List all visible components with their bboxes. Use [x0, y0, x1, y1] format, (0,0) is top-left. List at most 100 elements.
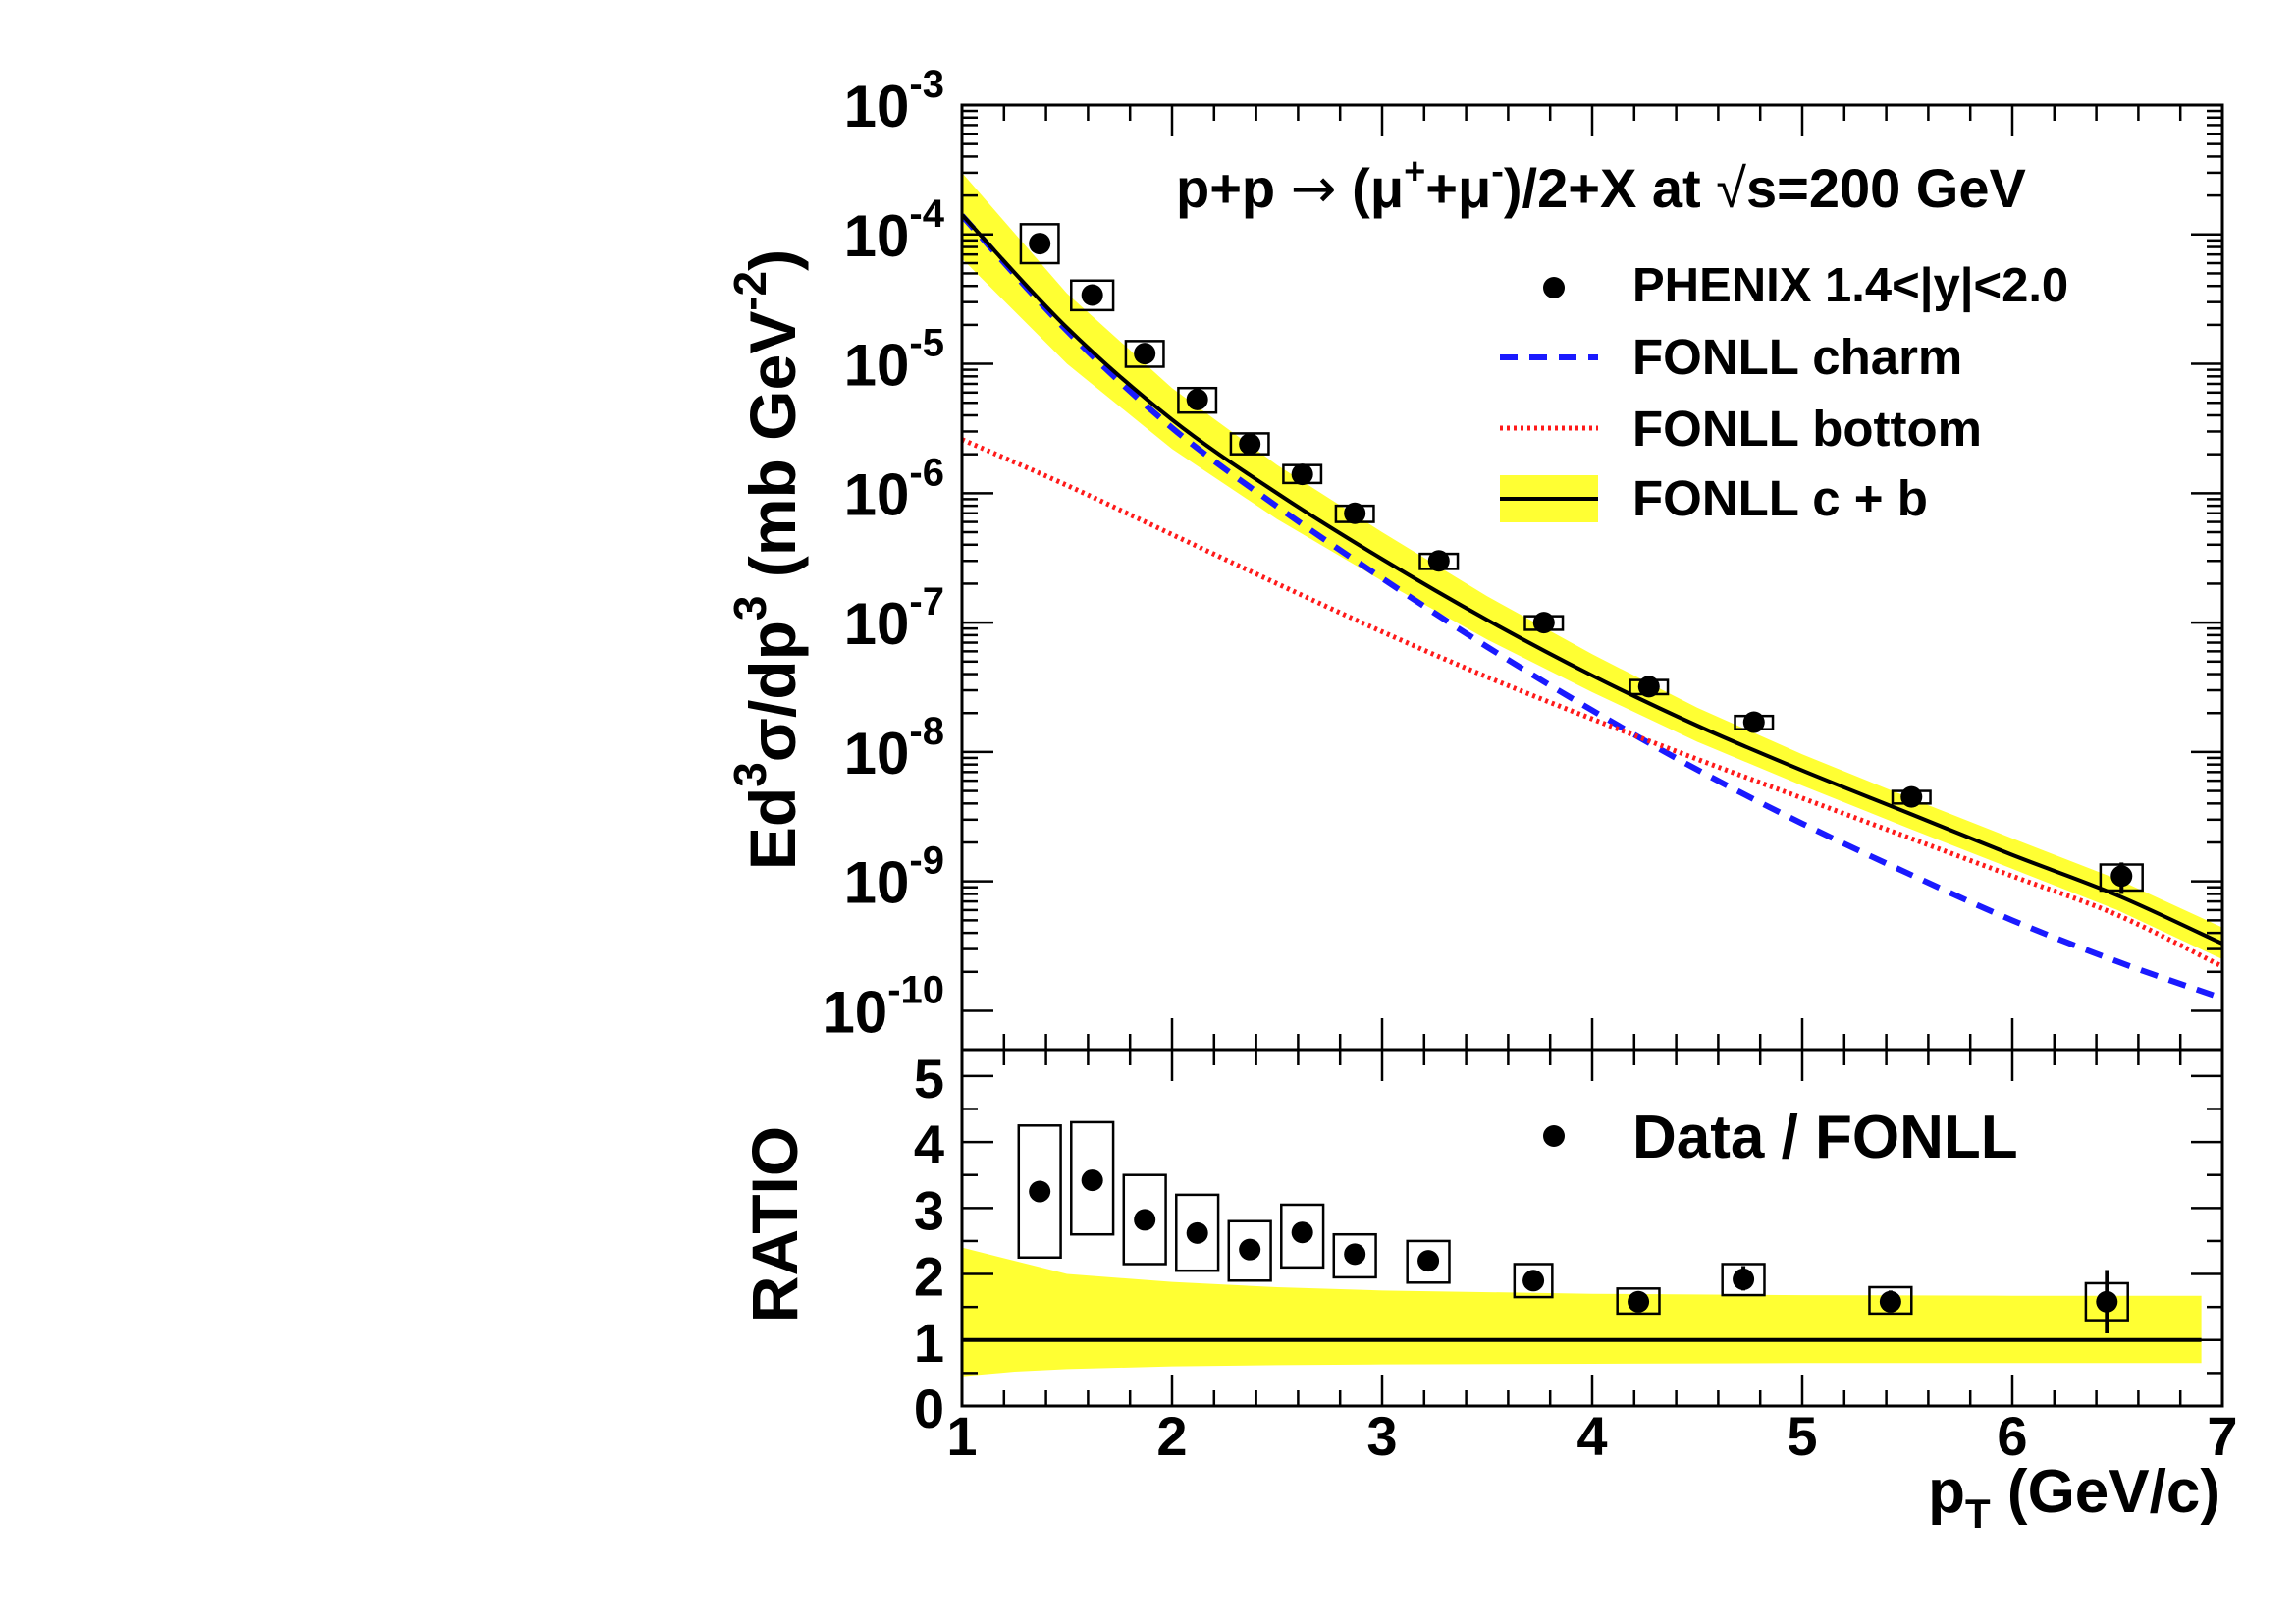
y-tick-label: 10-9 — [844, 839, 944, 916]
ratio-point — [1616, 1287, 1661, 1316]
main-plot-frame — [960, 103, 2224, 1052]
ratio-marker — [1879, 1290, 1901, 1313]
data-point — [1418, 550, 1460, 572]
title-mid2: +μ — [1425, 157, 1491, 219]
fonll-charm-curve — [962, 213, 2222, 1001]
sys-box — [1070, 1120, 1115, 1236]
ratio-marker — [1628, 1290, 1650, 1313]
main-y-axis-label: Ed3σ/dp3 (mb GeV-2) — [724, 249, 809, 870]
phenix-data-points — [1019, 223, 2144, 894]
sys-box — [1019, 223, 1060, 265]
ratio-marker — [1733, 1268, 1755, 1290]
x-tick-label: 1 — [946, 1405, 977, 1467]
data-point — [2099, 862, 2144, 894]
chart-title: p+p → (μ++μ-)/2+X at √s=200 GeV — [1176, 151, 2026, 221]
legend-label-phenix: PHENIX 1.4<|y|<2.0 — [1632, 259, 2068, 312]
main-axis-ticks — [960, 103, 2224, 1050]
ratio-y-axis-label: RATIO — [738, 1126, 811, 1323]
main-legend: PHENIX 1.4<|y|<2.0 FONLL charm FONLL bot… — [1500, 259, 2068, 526]
data-point — [1523, 612, 1565, 634]
data-marker — [1134, 343, 1156, 365]
data-marker — [1637, 676, 1660, 698]
title-pre: p+p — [1176, 157, 1291, 219]
sys-box — [1721, 1263, 1766, 1297]
ratio-point — [1868, 1285, 1913, 1316]
sys-box — [1017, 1124, 1062, 1259]
data-marker — [1029, 233, 1051, 255]
ratio-point — [1017, 1124, 1062, 1259]
ratio-point — [2084, 1270, 2129, 1334]
sys-box — [1280, 1203, 1325, 1270]
data-point — [1629, 676, 1670, 698]
title-mid1: (μ — [1337, 157, 1404, 219]
ratio-y-tick-label: 2 — [914, 1246, 944, 1308]
data-point — [1229, 432, 1270, 456]
fonll-curves — [962, 213, 2222, 1001]
x-tick-label: 4 — [1576, 1405, 1607, 1467]
y-tick-label: 10-5 — [844, 322, 944, 399]
title-sqrt: √ — [1716, 157, 1746, 219]
ratio-point — [1227, 1219, 1272, 1282]
x-tick-labels: 1 2 3 4 5 6 7 — [946, 1405, 2237, 1467]
y-tick-label: 10-8 — [844, 710, 944, 786]
ratio-marker — [1344, 1243, 1366, 1266]
data-marker — [1900, 785, 1923, 808]
ratio-band-area — [962, 1247, 2202, 1377]
ratio-point — [1513, 1263, 1554, 1299]
fonll-total-band — [962, 172, 2222, 960]
ratio-y-tick-label: 3 — [914, 1179, 944, 1241]
sys-box — [1122, 1173, 1167, 1266]
ratio-point — [1070, 1120, 1115, 1236]
data-marker — [1081, 284, 1103, 306]
ratio-marker — [1134, 1209, 1156, 1231]
sys-box — [1175, 1193, 1220, 1272]
title-sup1: + — [1404, 151, 1425, 192]
ratio-marker — [1081, 1169, 1103, 1192]
ratio-point — [1280, 1203, 1325, 1270]
y-tick-label: 10-10 — [822, 968, 944, 1045]
sys-box — [1070, 279, 1115, 312]
ratio-marker — [1417, 1250, 1440, 1272]
y-tick-label: 10-7 — [844, 580, 944, 657]
sys-box — [1406, 1239, 1451, 1284]
y-tick-label: 10-3 — [844, 63, 944, 139]
sys-box — [1177, 386, 1218, 414]
ratio-marker — [1029, 1180, 1051, 1203]
data-point — [1734, 711, 1775, 733]
title-post: s=200 GeV — [1746, 157, 2026, 219]
ratio-y-tick-label: 0 — [914, 1378, 944, 1439]
data-marker — [2110, 865, 2133, 888]
ratio-point — [1406, 1239, 1451, 1284]
y-tick-label: 10-6 — [844, 451, 944, 527]
sys-box — [1868, 1285, 1913, 1316]
x-tick-label: 2 — [1156, 1405, 1187, 1467]
title-sup2: - — [1491, 151, 1504, 192]
data-marker — [1239, 433, 1261, 456]
y-tick-label: 10-4 — [844, 192, 945, 269]
sys-box — [1616, 1287, 1661, 1316]
ratio-point — [1721, 1263, 1766, 1297]
ratio-point — [1175, 1193, 1220, 1272]
legend-label-bottom: FONLL bottom — [1632, 401, 1982, 457]
legend-label-total: FONLL c + b — [1632, 470, 1928, 526]
x-tick-label: 7 — [2207, 1405, 2237, 1467]
ratio-fonll-band — [962, 1247, 2202, 1377]
data-marker — [1291, 463, 1313, 486]
legend-marker-phenix — [1543, 277, 1565, 298]
legend-label-charm: FONLL charm — [1632, 329, 1962, 385]
data-point — [1177, 386, 1218, 414]
ratio-y-tick-label: 4 — [914, 1113, 944, 1175]
ratio-marker — [1239, 1238, 1261, 1261]
title-arrow: → — [1291, 157, 1337, 221]
x-axis-label: pT (GeV/c) — [1928, 1458, 2220, 1537]
data-point — [1019, 223, 1060, 265]
sys-box — [1124, 340, 1165, 368]
fonll-band-area — [962, 172, 2222, 960]
data-marker — [1344, 502, 1366, 524]
ratio-marker — [1291, 1221, 1313, 1244]
data-marker — [1532, 612, 1555, 634]
data-point — [1891, 785, 1932, 808]
ratio-marker — [2096, 1290, 2118, 1313]
legend-marker-ratio — [1543, 1125, 1565, 1147]
